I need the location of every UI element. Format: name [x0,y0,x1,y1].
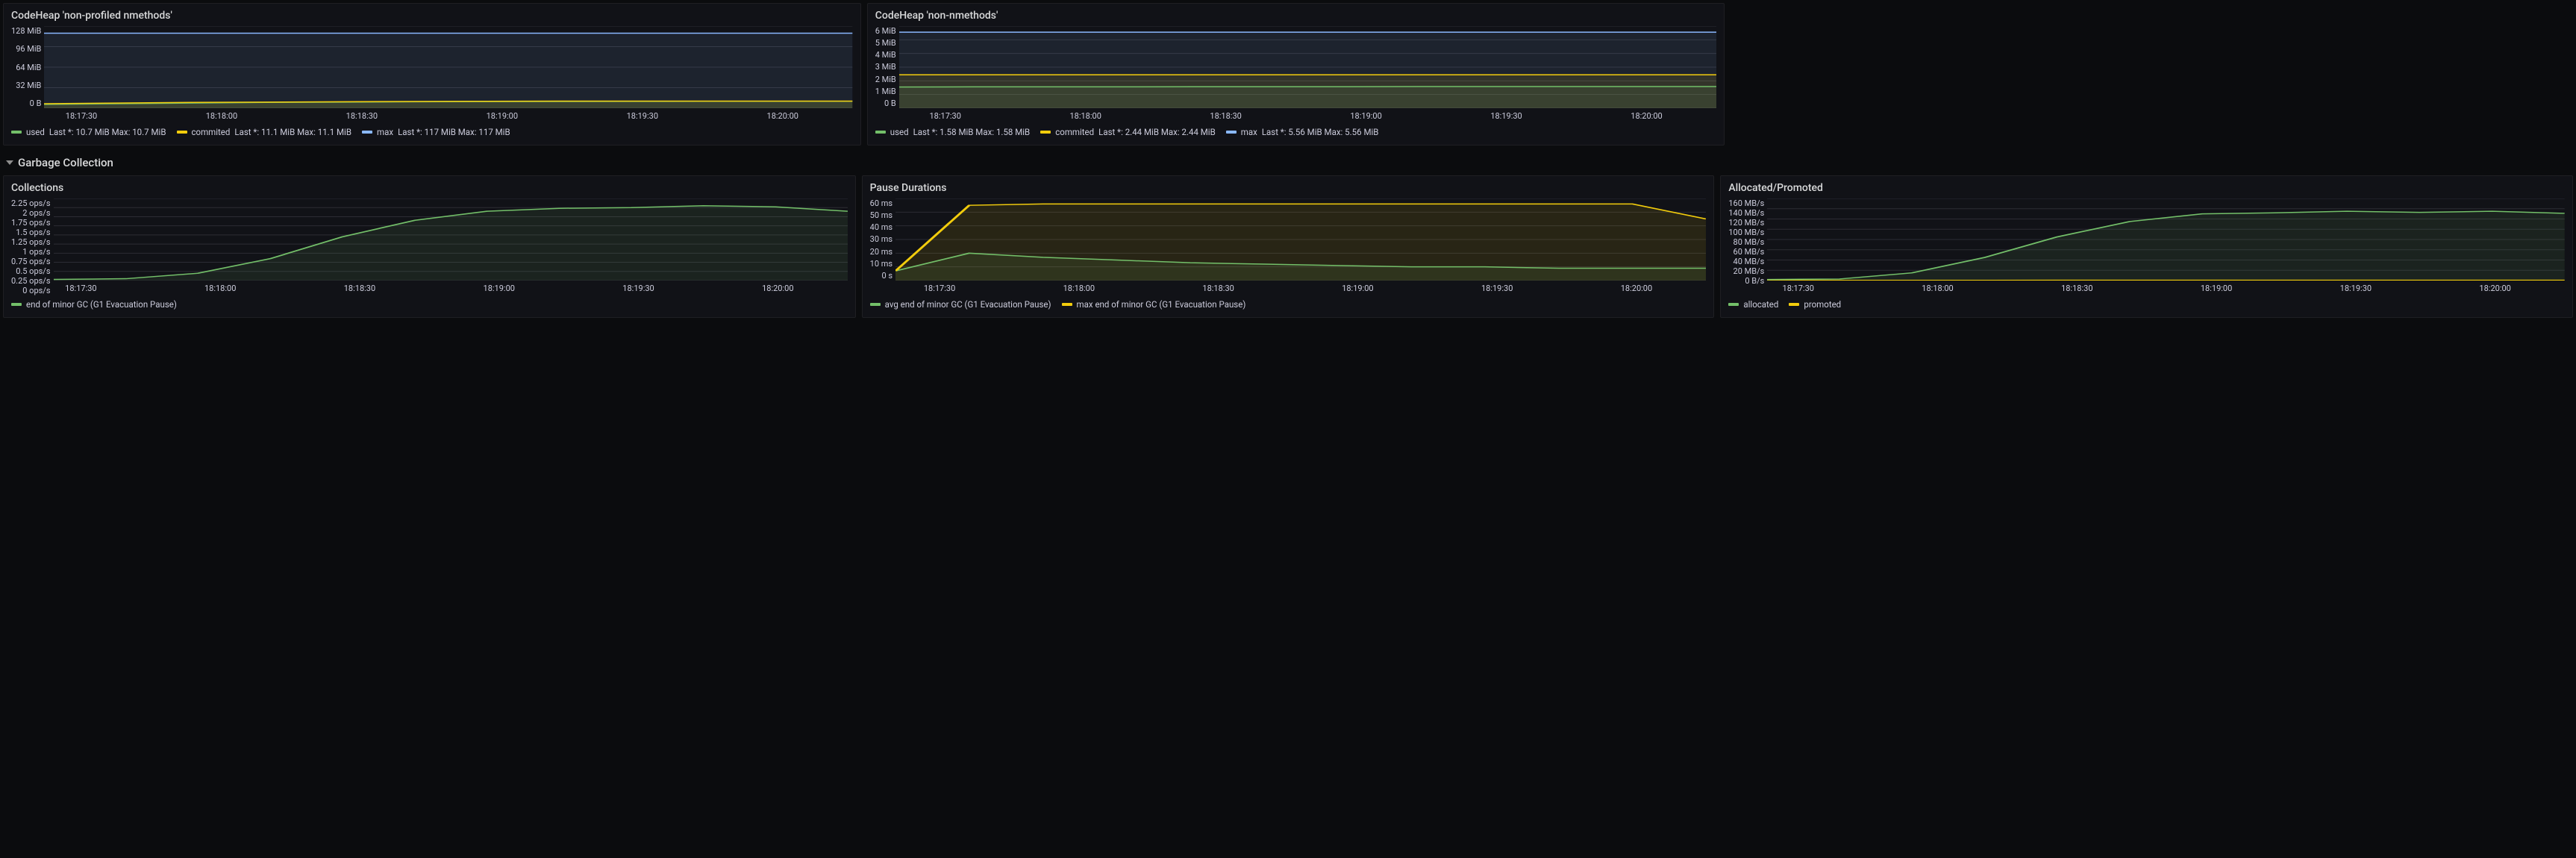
legend-label: end of minor GC (G1 Evacuation Pause) [26,299,177,310]
panel-title: Pause Durations [870,182,1707,194]
legend-item[interactable]: allocated [1728,299,1778,310]
row-gc: Collections 2.25 ops/s2 ops/s1.75 ops/s1… [3,175,2573,318]
legend-swatch [870,303,881,306]
panel-pause-durations: Pause Durations 60 ms50 ms40 ms30 ms20 m… [862,175,1715,318]
x-axis: 18:17:3018:18:0018:18:3018:19:0018:19:30… [870,284,1707,293]
legend-stats: Last *: 5.56 MiB Max: 5.56 MiB [1262,127,1379,137]
legend: used Last *: 1.58 MiB Max: 1.58 MiB commi… [875,127,1717,137]
x-axis: 18:17:3018:18:0018:18:3018:19:0018:19:30… [11,111,853,121]
legend-stats: Last *: 1.58 MiB Max: 1.58 MiB [913,127,1031,137]
legend-swatch [1226,131,1237,134]
x-axis: 18:17:3018:18:0018:18:3018:19:0018:19:30… [1728,284,2565,293]
y-axis: 160 MB/s140 MB/s120 MB/s100 MB/s80 MB/s6… [1728,198,1767,281]
legend: end of minor GC (G1 Evacuation Pause) [11,299,848,310]
legend-label: used [890,127,909,137]
chart-plot [899,26,1717,108]
y-axis: 6 MiB5 MiB4 MiB3 MiB2 MiB1 MiB0 B [875,26,899,108]
legend-label: commited [192,127,231,137]
legend-item[interactable]: commited Last *: 11.1 MiB Max: 11.1 MiB [177,127,352,137]
legend-swatch [362,131,372,134]
panel-allocated-promoted: Allocated/Promoted 160 MB/s140 MB/s120 M… [1720,175,2573,318]
legend-item[interactable]: commited Last *: 2.44 MiB Max: 2.44 MiB [1040,127,1216,137]
legend-item[interactable]: max Last *: 117 MiB Max: 117 MiB [362,127,510,137]
legend-label: allocated [1743,299,1778,310]
legend-label: promoted [1804,299,1841,310]
legend: used Last *: 10.7 MiB Max: 10.7 MiB commi… [11,127,853,137]
chart-plot [895,198,1706,281]
legend-stats: Last *: 117 MiB Max: 117 MiB [398,127,510,137]
legend: allocated promoted [1728,299,2565,310]
legend: avg end of minor GC (G1 Evacuation Pause… [870,299,1707,310]
legend-swatch [177,131,187,134]
x-axis: 18:17:3018:18:0018:18:3018:19:0018:19:30… [11,284,848,293]
legend-item[interactable]: used Last *: 1.58 MiB Max: 1.58 MiB [875,127,1031,137]
panel-title: CodeHeap 'non-profiled nmethods' [11,10,853,22]
panel-title: Collections [11,182,848,194]
row-codeheap: CodeHeap 'non-profiled nmethods' 128 MiB… [3,3,2573,145]
x-axis: 18:17:3018:18:0018:18:3018:19:0018:19:30… [875,111,1717,121]
section-header-gc[interactable]: Garbage Collection [3,151,2573,175]
legend-item[interactable]: promoted [1789,299,1841,310]
chevron-down-icon [6,160,13,165]
legend-swatch [1789,303,1799,306]
chart-plot [44,26,852,108]
y-axis: 60 ms50 ms40 ms30 ms20 ms10 ms0 s [870,198,895,281]
legend-stats: Last *: 10.7 MiB Max: 10.7 MiB [49,127,166,137]
legend-label: avg end of minor GC (G1 Evacuation Pause… [885,299,1051,310]
panel-codeheap-nonprofiled: CodeHeap 'non-profiled nmethods' 128 MiB… [3,3,861,145]
legend-label: max [377,127,393,137]
legend-item[interactable]: max end of minor GC (G1 Evacuation Pause… [1062,299,1246,310]
panel-title: Allocated/Promoted [1728,182,2565,194]
legend-swatch [875,131,886,134]
legend-label: max end of minor GC (G1 Evacuation Pause… [1077,299,1246,310]
legend-swatch [1728,303,1739,306]
legend-item[interactable]: max Last *: 5.56 MiB Max: 5.56 MiB [1226,127,1379,137]
legend-label: max [1241,127,1257,137]
legend-stats: Last *: 11.1 MiB Max: 11.1 MiB [234,127,351,137]
panel-collections: Collections 2.25 ops/s2 ops/s1.75 ops/s1… [3,175,856,318]
panel-title: CodeHeap 'non-nmethods' [875,10,1717,22]
legend-swatch [11,303,22,306]
legend-item[interactable]: avg end of minor GC (G1 Evacuation Pause… [870,299,1051,310]
section-title: Garbage Collection [18,156,113,169]
legend-label: commited [1055,127,1094,137]
legend-item[interactable]: used Last *: 10.7 MiB Max: 10.7 MiB [11,127,166,137]
legend-label: used [26,127,45,137]
y-axis: 128 MiB96 MiB64 MiB32 MiB0 B [11,26,44,108]
panel-codeheap-nonnmethods: CodeHeap 'non-nmethods' 6 MiB5 MiB4 MiB3… [867,3,1725,145]
legend-stats: Last *: 2.44 MiB Max: 2.44 MiB [1098,127,1216,137]
y-axis: 2.25 ops/s2 ops/s1.75 ops/s1.5 ops/s1.25… [11,198,54,281]
chart-plot [54,198,848,281]
chart-plot [1767,198,2565,281]
legend-swatch [1062,303,1072,306]
legend-swatch [1040,131,1051,134]
legend-item[interactable]: end of minor GC (G1 Evacuation Pause) [11,299,177,310]
legend-swatch [11,131,22,134]
